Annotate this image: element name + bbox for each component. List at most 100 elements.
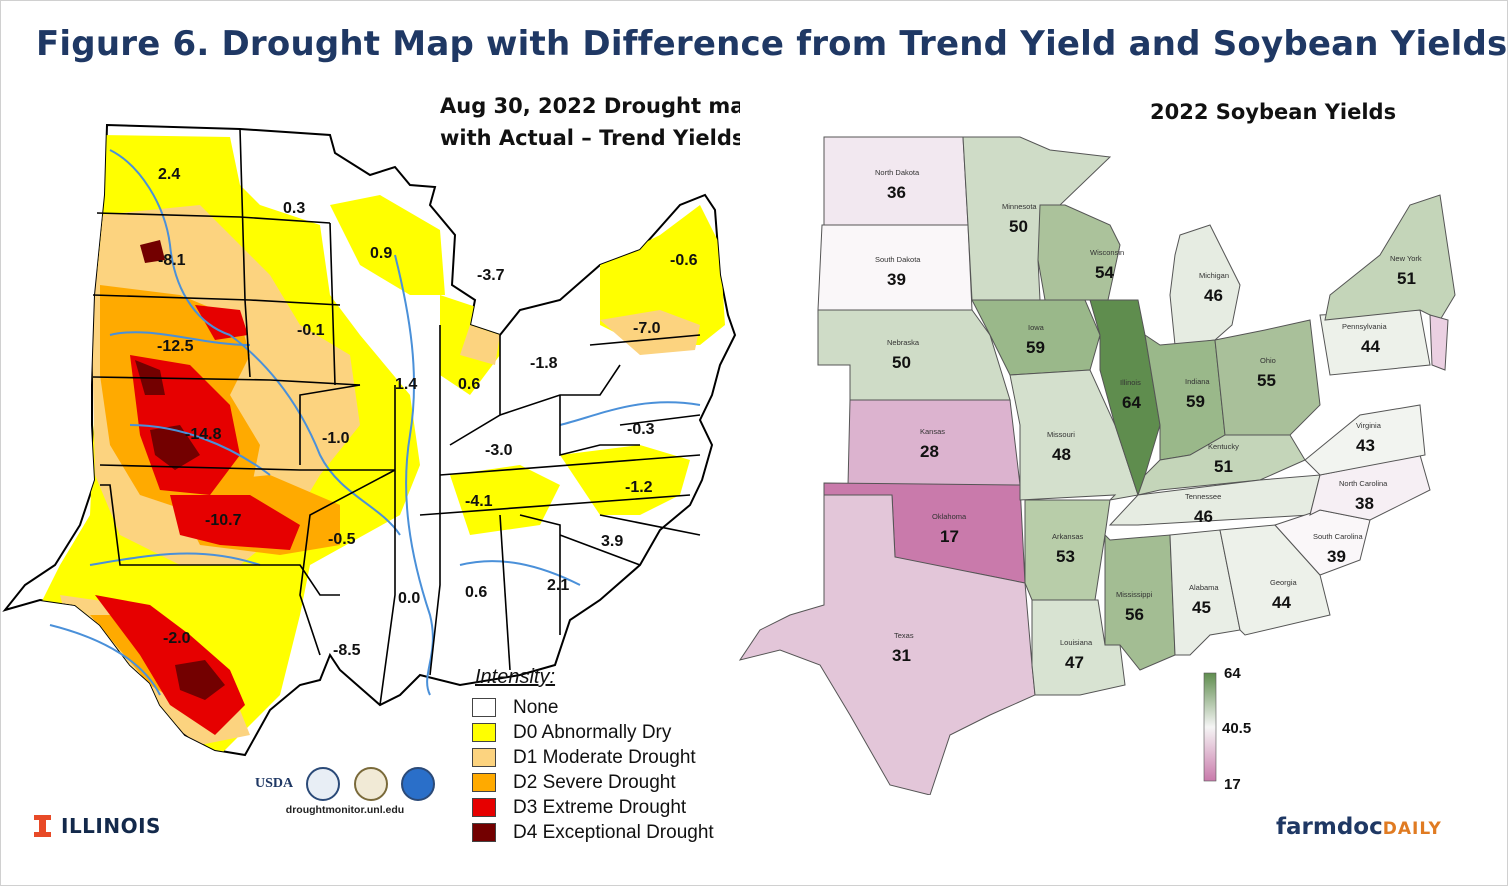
scale-max-label: 64: [1224, 665, 1241, 682]
state-name-oklahoma: Oklahoma: [932, 512, 967, 521]
drought-legend: Intensity: None D0 Abnormally Dry D1 Mod…: [472, 666, 732, 845]
legend-swatch-d2: [472, 773, 496, 792]
state-louisiana: [1031, 599, 1126, 696]
diff-label-north-dakota: 2.4: [158, 166, 180, 183]
legend-swatch-none: [472, 698, 496, 717]
state-name-michigan: Michigan: [1199, 271, 1229, 280]
diff-label-wisconsin: 0.9: [370, 245, 392, 262]
yield-value-wisconsin: 54: [1095, 263, 1114, 282]
yield-value-indiana: 59: [1186, 392, 1205, 411]
state-name-north-carolina: North Carolina: [1339, 479, 1388, 488]
state-virginia: [1304, 404, 1426, 476]
legend-item-d4: D4 Exceptional Drought: [472, 820, 732, 845]
diff-label-oklahoma: -10.7: [205, 512, 242, 529]
state-name-mississippi: Mississippi: [1116, 590, 1153, 599]
diff-label-illinois: 1.4: [395, 376, 417, 393]
yield-value-arkansas: 53: [1056, 547, 1075, 566]
yield-value-nebraska: 50: [892, 353, 911, 372]
drought-map-heading-line2: with Actual – Trend Yields: [440, 126, 740, 150]
diff-label-missouri: -1.0: [322, 430, 350, 447]
yield-value-iowa: 59: [1026, 338, 1045, 357]
diff-label-north-carolina: -1.2: [625, 479, 653, 496]
diff-label-georgia: 2.1: [547, 577, 569, 594]
scale-mid-label: 40.5: [1222, 720, 1252, 737]
soybean-yield-map: 2022 Soybean Yields: [738, 100, 1456, 795]
drought-map: Aug 30, 2022 Drought map with Actual – T…: [2, 95, 740, 757]
diff-label-texas: -2.0: [163, 630, 191, 647]
drought-map-heading-line1: Aug 30, 2022 Drought map: [440, 95, 740, 118]
yield-labels: North Dakota 36 Minnesota 50 South Dakot…: [875, 168, 1422, 672]
yield-value-pennsylvania: 44: [1361, 337, 1380, 356]
state-name-indiana: Indiana: [1185, 377, 1210, 386]
scale-min-label: 17: [1224, 776, 1241, 793]
yield-value-louisiana: 47: [1065, 653, 1084, 672]
legend-item-d0: D0 Abnormally Dry: [472, 720, 732, 745]
diff-label-michigan: -3.7: [477, 267, 505, 284]
legend-swatch-d1: [472, 748, 496, 767]
state-borders: [92, 128, 701, 706]
state-nebraska: [817, 309, 1011, 401]
doc-seal-logo: [353, 767, 388, 801]
state-name-wisconsin: Wisconsin: [1090, 248, 1124, 257]
state-name-illinois: Illinois: [1120, 378, 1141, 387]
diff-label-iowa: -0.1: [297, 322, 325, 339]
state-name-north-dakota: North Dakota: [875, 168, 920, 177]
yield-value-south-carolina: 39: [1327, 547, 1346, 566]
state-name-ohio: Ohio: [1260, 356, 1276, 365]
diff-label-kansas: -14.8: [185, 426, 222, 443]
yield-value-oklahoma: 17: [940, 527, 959, 546]
ndmc-logo: [306, 767, 341, 801]
legend-item-none: None: [472, 695, 732, 720]
legend-label-d0: D0 Abnormally Dry: [513, 721, 672, 743]
yield-value-georgia: 44: [1272, 593, 1291, 612]
state-name-alabama: Alabama: [1189, 583, 1219, 592]
farmdoc-daily-wordmark: DAILY: [1382, 819, 1442, 839]
usda-logo: USDA: [255, 776, 294, 791]
diff-label-arkansas: -0.5: [328, 531, 356, 548]
illinois-logo: ILLINOIS: [34, 814, 161, 838]
legend-label-none: None: [513, 696, 559, 718]
legend-label-d4: D4 Exceptional Drought: [513, 821, 714, 843]
state-name-south-carolina: South Carolina: [1313, 532, 1363, 541]
legend-swatch-d0: [472, 723, 496, 742]
yield-map-heading: 2022 Soybean Yields: [1150, 100, 1396, 124]
legend-item-d2: D2 Severe Drought: [472, 770, 732, 795]
legend-item-d3: D3 Extreme Drought: [472, 795, 732, 820]
illinois-block-i-icon: [34, 815, 51, 837]
state-north-dakota: [823, 136, 969, 226]
yield-value-north-carolina: 38: [1355, 494, 1374, 513]
legend-swatch-d4: [472, 823, 496, 842]
sponsor-logos: USDA droughtmonitor.unl.edu: [255, 766, 435, 816]
legend-label-d1: D1 Moderate Drought: [513, 746, 696, 768]
yield-value-kentucky: 51: [1214, 457, 1233, 476]
diff-label-pennsylvania: -7.0: [633, 320, 661, 337]
legend-item-d1: D1 Moderate Drought: [472, 745, 732, 770]
diff-label-tennessee: -4.1: [465, 493, 493, 510]
state-new-jersey: [1429, 314, 1449, 371]
diff-label-nebraska: -12.5: [157, 338, 194, 355]
state-name-georgia: Georgia: [1270, 578, 1298, 587]
legend-label-d3: D3 Extreme Drought: [513, 796, 687, 818]
yield-value-missouri: 48: [1052, 445, 1071, 464]
diff-label-minnesota: 0.3: [283, 200, 305, 217]
state-name-arkansas: Arkansas: [1052, 532, 1084, 541]
yield-value-illinois: 64: [1122, 393, 1141, 412]
yield-value-virginia: 43: [1356, 436, 1375, 455]
yield-value-minnesota: 50: [1009, 217, 1028, 236]
figure-title: Figure 6. Drought Map with Difference fr…: [36, 24, 1508, 64]
yield-difference-labels: 2.4 0.3 -8.1 0.9 -3.7 -0.6 -12.5 -0.1 -7…: [157, 166, 698, 659]
state-name-iowa: Iowa: [1028, 323, 1045, 332]
state-name-virginia: Virginia: [1356, 421, 1382, 430]
state-name-nebraska: Nebraska: [887, 338, 920, 347]
yield-value-south-dakota: 39: [887, 270, 906, 289]
legend-swatch-d3: [472, 798, 496, 817]
state-name-south-dakota: South Dakota: [875, 255, 921, 264]
diff-label-virginia: -0.3: [627, 421, 655, 438]
diff-label-new-york: -0.6: [670, 252, 698, 269]
diff-label-indiana: 0.6: [458, 376, 480, 393]
state-name-kentucky: Kentucky: [1208, 442, 1239, 451]
state-new-york: [1324, 194, 1456, 321]
yield-value-mississippi: 56: [1125, 605, 1144, 624]
state-name-louisiana: Louisiana: [1060, 638, 1093, 647]
yield-value-texas: 31: [892, 646, 911, 665]
